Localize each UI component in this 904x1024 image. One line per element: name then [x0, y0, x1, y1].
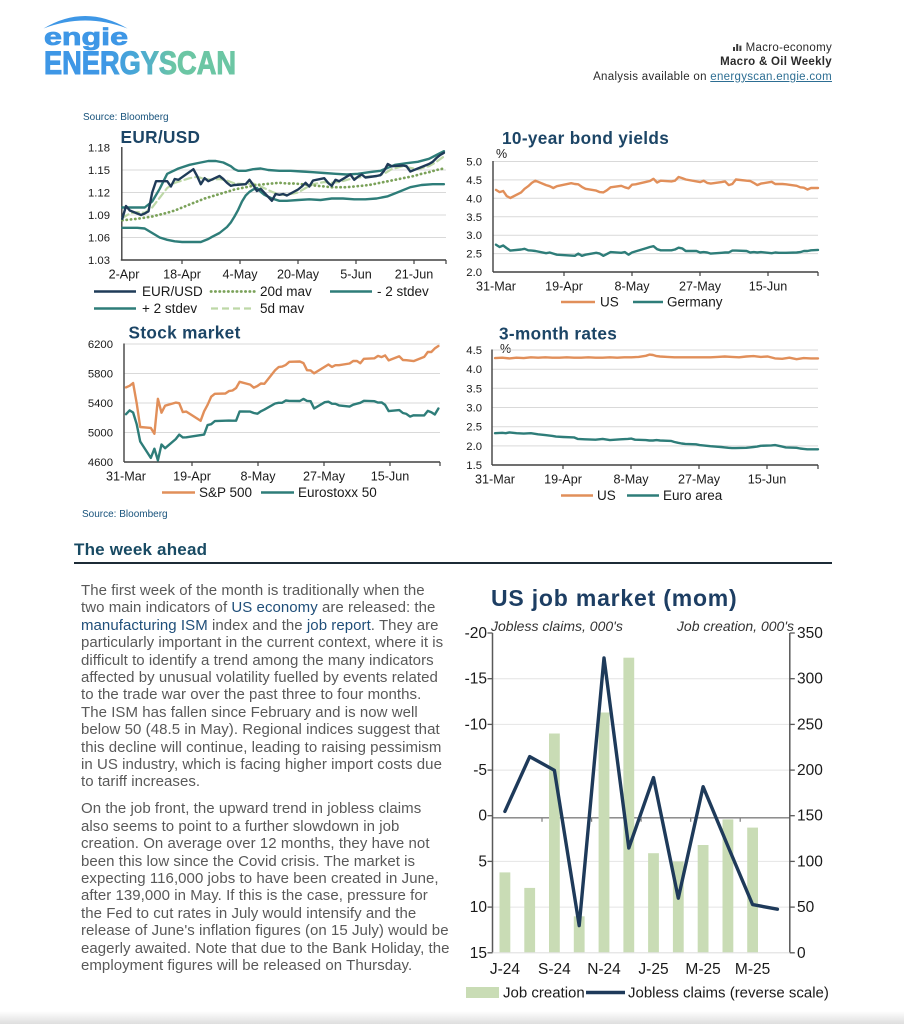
svg-text:50: 50: [797, 899, 815, 916]
svg-text:3.5: 3.5: [466, 383, 482, 395]
svg-text:N-24: N-24: [587, 961, 621, 978]
svg-text:%: %: [496, 147, 507, 161]
svg-text:%: %: [500, 342, 511, 356]
svg-text:27-May: 27-May: [679, 280, 722, 294]
svg-text:2-Apr: 2-Apr: [109, 268, 140, 282]
svg-text:10-year bond yields: 10-year bond yields: [502, 128, 669, 148]
svg-text:31-Mar: 31-Mar: [475, 473, 515, 487]
svg-text:4.5: 4.5: [466, 345, 482, 357]
svg-text:Stock market: Stock market: [129, 323, 241, 343]
svg-text:5400: 5400: [88, 398, 113, 410]
svg-text:1.06: 1.06: [88, 233, 110, 245]
svg-text:J-25: J-25: [638, 961, 668, 978]
svg-text:1.03: 1.03: [88, 255, 110, 267]
svg-text:6200: 6200: [88, 339, 113, 351]
svg-text:150: 150: [797, 808, 823, 825]
svg-text:1.18: 1.18: [88, 143, 110, 155]
svg-text:5: 5: [478, 853, 487, 870]
svg-text:8-May: 8-May: [241, 470, 277, 484]
svg-text:100: 100: [797, 853, 823, 870]
svg-text:4-May: 4-May: [223, 268, 259, 282]
svg-text:27-May: 27-May: [303, 470, 346, 484]
svg-text:20-May: 20-May: [277, 268, 320, 282]
svg-text:15-Jun: 15-Jun: [371, 470, 410, 484]
svg-text:EUR/USD: EUR/USD: [121, 127, 201, 147]
svg-text:US job market (mom): US job market (mom): [491, 585, 738, 611]
svg-text:1.5: 1.5: [466, 460, 482, 472]
svg-text:3.0: 3.0: [466, 403, 482, 415]
svg-text:5-Jun: 5-Jun: [340, 268, 372, 282]
svg-text:4.0: 4.0: [466, 193, 482, 205]
svg-text:4.0: 4.0: [466, 364, 482, 376]
svg-text:8-May: 8-May: [615, 280, 651, 294]
svg-text:300: 300: [797, 671, 823, 688]
svg-text:US: US: [597, 488, 616, 503]
svg-text:M-25: M-25: [735, 961, 770, 978]
svg-text:2.5: 2.5: [466, 422, 482, 434]
svg-text:18-Apr: 18-Apr: [163, 268, 201, 282]
svg-text:15-Jun: 15-Jun: [748, 473, 787, 487]
svg-text:Eurostoxx 50: Eurostoxx 50: [298, 485, 377, 500]
svg-text:19-Apr: 19-Apr: [173, 470, 211, 484]
svg-text:2.5: 2.5: [466, 249, 482, 261]
svg-text:1.09: 1.09: [88, 210, 110, 222]
svg-text:5d mav: 5d mav: [260, 301, 305, 316]
svg-text:ENERGYSCAN: ENERGYSCAN: [44, 45, 236, 78]
svg-text:15: 15: [470, 945, 487, 962]
svg-text:31-Mar: 31-Mar: [106, 470, 146, 484]
svg-text:10: 10: [470, 899, 488, 916]
svg-text:Jobless claims, 000's: Jobless claims, 000's: [490, 618, 623, 634]
svg-text:19-Apr: 19-Apr: [545, 280, 583, 294]
svg-text:3-month rates: 3-month rates: [499, 324, 617, 344]
svg-text:2.0: 2.0: [466, 267, 482, 279]
svg-text:31-Mar: 31-Mar: [476, 280, 516, 294]
svg-text:Euro area: Euro area: [663, 488, 723, 503]
svg-text:5800: 5800: [88, 369, 113, 381]
svg-text:0: 0: [478, 808, 487, 825]
svg-text:US: US: [600, 295, 619, 310]
svg-text:20d mav: 20d mav: [260, 284, 312, 299]
svg-text:Germany: Germany: [667, 295, 723, 310]
svg-text:-10: -10: [465, 716, 488, 733]
svg-text:350: 350: [797, 625, 823, 642]
svg-text:250: 250: [797, 716, 823, 733]
svg-text:Job creation: Job creation: [503, 985, 585, 1002]
svg-text:EUR/USD: EUR/USD: [142, 284, 203, 299]
svg-text:-20: -20: [465, 625, 488, 642]
svg-text:1.15: 1.15: [88, 165, 110, 177]
svg-text:4600: 4600: [88, 457, 113, 469]
svg-text:4.5: 4.5: [466, 175, 482, 187]
svg-text:5000: 5000: [88, 428, 113, 440]
svg-text:Job creation, 000's: Job creation, 000's: [676, 618, 794, 634]
svg-text:engie: engie: [44, 24, 128, 51]
svg-text:M-25: M-25: [685, 961, 720, 978]
svg-text:J-24: J-24: [490, 961, 521, 978]
svg-text:-15: -15: [465, 671, 487, 688]
svg-text:- 2 stdev: - 2 stdev: [377, 284, 429, 299]
svg-text:Jobless claims (reverse scale): Jobless claims (reverse scale): [628, 985, 829, 1002]
svg-text:S-24: S-24: [538, 961, 571, 978]
svg-text:8-May: 8-May: [614, 473, 650, 487]
svg-text:-5: -5: [473, 762, 487, 779]
svg-text:3.0: 3.0: [466, 230, 482, 242]
svg-text:0: 0: [797, 945, 806, 962]
svg-text:1.12: 1.12: [88, 188, 110, 200]
svg-text:3.5: 3.5: [466, 212, 482, 224]
svg-text:27-May: 27-May: [678, 473, 721, 487]
svg-text:200: 200: [797, 762, 823, 779]
svg-text:+ 2 stdev: + 2 stdev: [142, 301, 197, 316]
svg-text:19-Apr: 19-Apr: [544, 473, 582, 487]
svg-text:2.0: 2.0: [466, 441, 482, 453]
svg-text:S&P 500: S&P 500: [199, 485, 252, 500]
svg-text:15-Jun: 15-Jun: [749, 280, 788, 294]
svg-text:21-Jun: 21-Jun: [395, 268, 434, 282]
svg-text:5.0: 5.0: [466, 157, 482, 169]
